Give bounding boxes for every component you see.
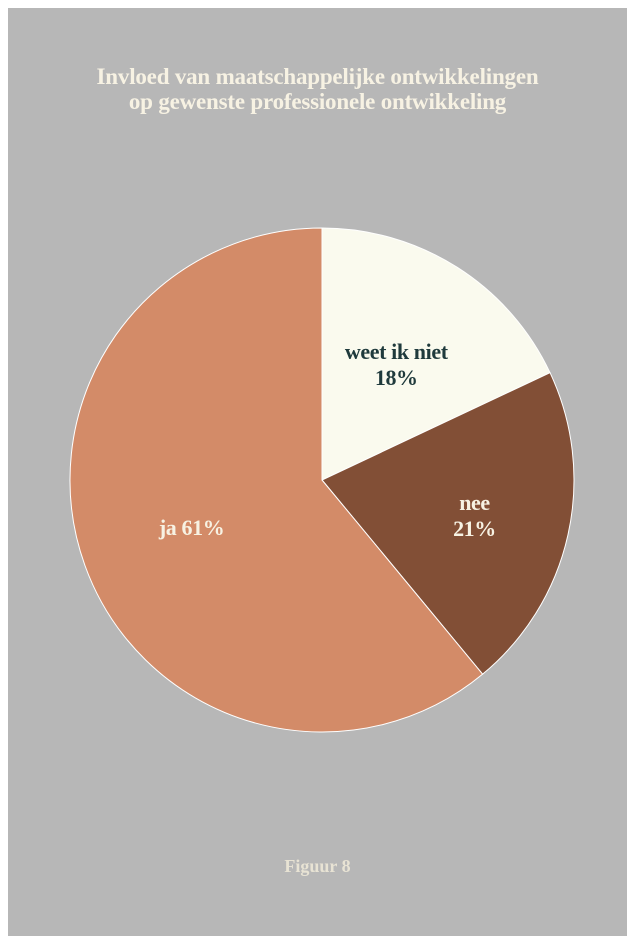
slice-label-nee: nee bbox=[459, 490, 490, 515]
slice-label-ja: ja 61% bbox=[158, 515, 224, 540]
slice-label-weet-ik-niet: weet ik niet bbox=[345, 339, 449, 364]
pie-slice-nee bbox=[321, 372, 575, 675]
pie-slice-ja bbox=[69, 227, 484, 733]
chart-title-line-2: op gewenste professionele ontwikkeling bbox=[128, 89, 507, 114]
pie-slice-weet-ik-niet bbox=[321, 227, 551, 481]
chart-title: Invloed van maatschappelijke ontwikkelin… bbox=[8, 64, 627, 114]
figure-caption: Figuur 8 bbox=[284, 856, 351, 876]
slice-value-weet-ik-niet: 18% bbox=[375, 365, 418, 390]
chart-panel: Invloed van maatschappelijke ontwikkelin… bbox=[8, 8, 627, 936]
chart-title-line-1: Invloed van maatschappelijke ontwikkelin… bbox=[96, 64, 539, 89]
slice-value-nee: 21% bbox=[453, 516, 496, 541]
